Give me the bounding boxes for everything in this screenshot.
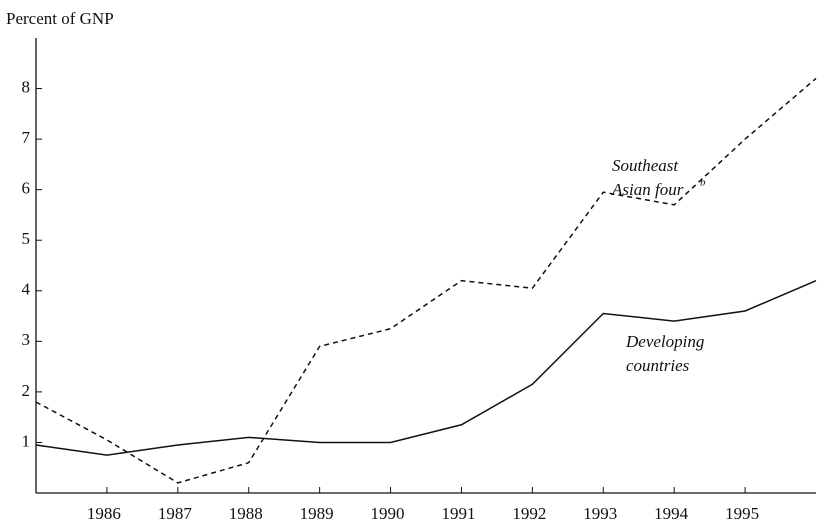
x-tick-label: 1989 [300,504,334,523]
y-tick-label: 1 [22,431,31,450]
x-tick-label: 1991 [441,504,475,523]
y-axis-label: Percent of GNP [6,9,114,28]
series-line [35,77,817,484]
y-tick-label: 2 [22,381,31,400]
x-tick-label: 1986 [87,504,121,523]
x-tick-label: 1993 [583,504,617,523]
series-label: Southeast [612,156,679,175]
x-tick-label: 1995 [725,504,759,523]
x-tick-label: 1990 [371,504,405,523]
series-line [35,279,817,456]
y-tick-label: 7 [22,128,31,147]
y-tick-label: 3 [22,330,31,349]
x-tick-label: 1988 [229,504,263,523]
y-tick-label: 6 [22,179,31,198]
series-label: Asian four [611,180,684,199]
x-tick-label: 1994 [654,504,689,523]
y-tick-label: 5 [22,229,31,248]
series-label: countries [626,356,690,375]
series-label: Developing [625,332,704,351]
y-tick-label: 4 [22,280,31,299]
y-tick-label: 8 [22,77,31,96]
x-tick-label: 1992 [512,504,546,523]
series-note: b [700,177,706,189]
x-tick-label: 1987 [158,504,193,523]
